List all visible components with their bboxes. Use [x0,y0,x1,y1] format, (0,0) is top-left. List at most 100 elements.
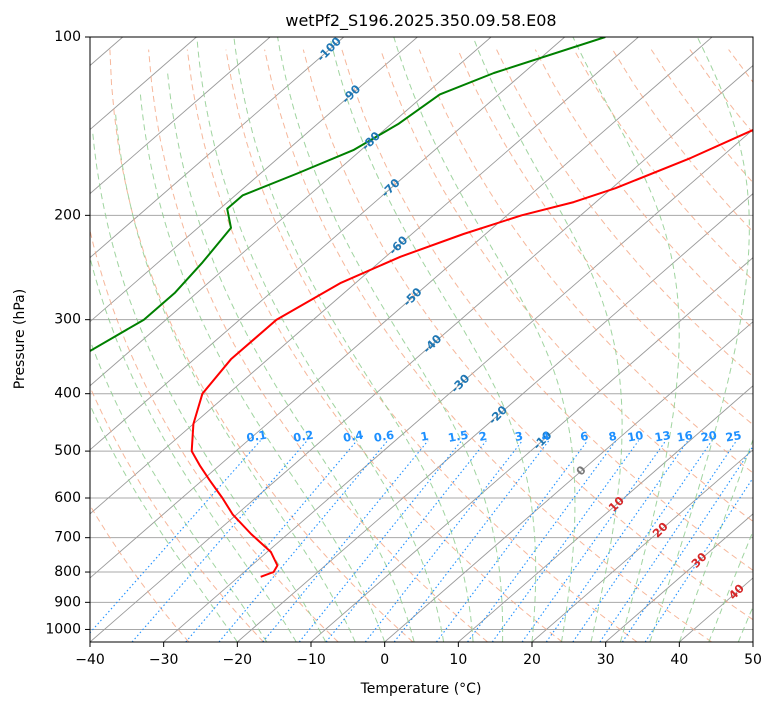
mixing-ratio-label: 0.4 [342,428,364,445]
moist-adiabat-line [90,255,297,642]
mixing-ratio-label: 4 [540,429,550,444]
y-tick-label: 800 [54,564,81,580]
y-tick-label: 200 [54,207,81,223]
moist-adiabat-line [196,37,445,642]
mixing-ratio-label: 3 [514,429,524,444]
isotherm-line [605,513,753,642]
y-tick-label: 1000 [45,621,81,637]
isotherm-line [90,37,271,195]
y-tick-label: 100 [54,29,81,45]
mixing-ratio-label: 0.6 [373,428,395,445]
isotherm-line [90,64,753,642]
mixing-ratio-label: 2 [478,429,488,444]
mixing-ratio-line [298,440,463,642]
isotherm-line [237,192,753,642]
dry-adiabat-line [380,49,753,523]
mixing-ratio-line [545,440,689,642]
dewpoint-curve [90,37,606,353]
moist-adiabat-line [329,37,537,642]
moist-adiabat-line [708,530,753,642]
mixing-ratio-line [572,440,713,642]
mixing-ratio-label: 1.5 [447,428,469,445]
sounding-curves [90,37,753,578]
isotherm-line [90,37,566,451]
y-tick-label: 500 [54,443,81,459]
mixing-ratio-label: 20 [700,428,718,445]
moist-adiabat-line [92,132,327,642]
mixing-ratio-label: 13 [654,428,672,445]
dry-adiabat-line [90,504,190,642]
temperature-curve [190,128,753,578]
mixing-ratio-line [185,440,358,642]
isotherm-line [531,449,753,642]
dry-adiabat-line [90,228,339,642]
x-tick-label: −30 [149,652,179,668]
mixing-ratio-line [90,440,261,634]
mixing-ratio-label: 0.2 [292,428,314,445]
mixing-ratio-label: 10 [626,428,644,445]
mixing-ratio-lines [90,440,753,642]
mixing-ratio-label: 25 [724,428,742,445]
mixing-ratio-line [644,476,753,642]
y-axis-label: Pressure (hPa) [12,289,28,389]
x-tick-label: −40 [75,652,105,668]
dry-adiabat-line [148,49,488,642]
mixing-ratio-line [599,440,737,642]
moist-adiabat-line [139,94,386,642]
x-axis-ticks: −40 −30 −20 −10 0 10 20 30 40 50 [75,642,762,668]
x-tick-label: 30 [597,652,615,668]
mixing-ratio-label: 16 [676,428,694,445]
isotherm-line [90,37,345,259]
y-tick-label: 600 [54,490,81,506]
dry-adiabat-line [418,49,753,474]
moist-adiabat-line [678,438,753,642]
x-tick-label: 40 [670,652,688,668]
y-tick-label: 700 [54,530,81,546]
dry-adiabat-line [341,49,753,571]
moist-adiabat-line [167,72,415,642]
dry-adiabat-line [109,49,414,642]
mixing-ratio-line [621,445,753,642]
dry-adiabat-line [186,49,563,642]
isotherm-line [458,385,753,642]
x-tick-label: −10 [296,652,326,668]
x-tick-label: 10 [449,652,467,668]
moist-adiabat-line [90,338,268,642]
mixing-ratio-line [131,440,308,642]
x-tick-label: 50 [744,652,762,668]
moist-adiabat-line [572,37,680,642]
mixing-ratio-line [262,440,429,642]
moist-adiabat-line [115,114,356,642]
plot-area [90,37,753,642]
dry-adiabat-line [264,49,712,642]
dry-adiabat-line [90,385,264,642]
isotherm-line [384,321,753,642]
dry-adiabat-line [225,49,638,642]
moist-adiabat-line [393,37,576,642]
mixing-ratio-line [325,440,487,642]
x-tick-label: 0 [380,652,389,668]
moist-adiabat-line [472,37,623,642]
mixing-ratio-line [364,440,523,642]
moist-adiabat-line [649,37,750,642]
mixing-ratio-label: 0.1 [245,428,267,445]
mixing-ratio-label: 6 [579,429,589,444]
plot-frame [89,36,754,643]
isobar-grid [90,37,753,630]
mixing-ratio-label: 1 [419,429,429,444]
y-axis-ticks: 100 200 300 400 500 600 700 800 900 1000 [45,29,90,637]
mixing-ratio-line [467,440,617,642]
moist-adiabats [90,37,753,642]
y-tick-label: 900 [54,594,81,610]
y-tick-label: 300 [54,312,81,328]
x-tick-label: 20 [523,652,541,668]
mixing-ratio-line [491,440,640,642]
isotherm-line [90,37,639,515]
mixing-ratio-label: 8 [608,429,618,444]
x-tick-label: −20 [223,652,253,668]
chart-title: wetPf2_S196.2025.350.09.58.E08 [285,11,556,31]
y-tick-label: 400 [54,386,81,402]
isotherm-line [163,128,753,642]
